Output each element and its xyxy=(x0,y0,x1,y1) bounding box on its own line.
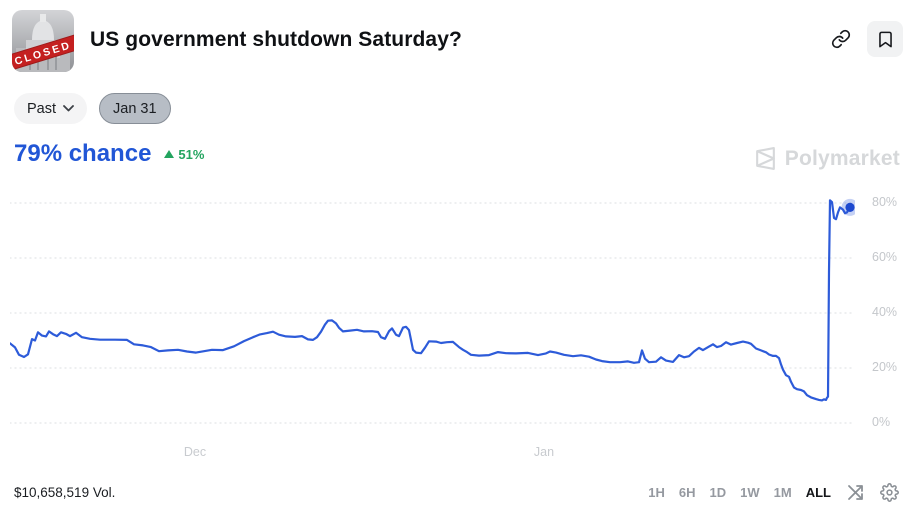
expand-arrows-icon xyxy=(847,484,863,500)
range-button-1h[interactable]: 1H xyxy=(648,484,665,500)
past-dropdown[interactable]: Past xyxy=(14,93,88,124)
bookmark-button[interactable] xyxy=(867,21,903,57)
price-delta: 51% xyxy=(164,147,204,162)
y-axis-tick-label: 0% xyxy=(872,415,891,429)
price-line xyxy=(8,199,852,402)
volume-label: $10,658,519 Vol. xyxy=(14,485,116,500)
date-chip-jan-31[interactable]: Jan 31 xyxy=(99,93,171,124)
date-chip-label: Jan 31 xyxy=(113,100,157,117)
chart-settings-button[interactable] xyxy=(878,481,900,503)
past-dropdown-label: Past xyxy=(27,100,57,117)
chart-controls: 1H 6H 1D 1W 1M ALL xyxy=(647,481,900,503)
gear-icon xyxy=(879,482,899,502)
market-thumbnail-capitol-closed: CLOSED xyxy=(12,10,74,72)
x-axis-labels: Dec Jan xyxy=(10,445,855,461)
delta-value: 51% xyxy=(178,146,205,162)
price-row: 79% chance 51% xyxy=(14,140,204,168)
y-axis-tick-label: 40% xyxy=(872,305,898,319)
link-icon xyxy=(831,29,851,49)
polymarket-logo-icon xyxy=(755,147,775,170)
range-button-1d[interactable]: 1D xyxy=(709,484,727,500)
expand-chart-button[interactable] xyxy=(844,481,866,503)
range-button-1w[interactable]: 1W xyxy=(740,484,760,500)
polymarket-watermark-label: Polymarket xyxy=(784,146,900,170)
copy-link-button[interactable] xyxy=(823,21,859,57)
polymarket-watermark: Polymarket xyxy=(753,146,900,171)
filter-chips: Past Jan 31 xyxy=(14,93,171,124)
range-button-all[interactable]: ALL xyxy=(805,484,831,500)
x-axis-tick-label: Jan xyxy=(533,445,555,459)
y-axis-labels: 80% 60% 40% 20% 0% xyxy=(872,190,910,435)
price-chart[interactable] xyxy=(8,190,859,435)
range-button-1m[interactable]: 1M xyxy=(773,484,792,500)
page-title: US government shutdown Saturday? xyxy=(90,28,462,51)
endpoint-dot xyxy=(845,202,855,212)
chevron-down-icon xyxy=(63,105,74,112)
time-range-selector: 1H 6H 1D 1W 1M ALL xyxy=(647,483,832,502)
y-axis-tick-label: 60% xyxy=(872,250,898,264)
price-chart-svg[interactable] xyxy=(8,190,859,435)
range-button-6h[interactable]: 6H xyxy=(678,484,696,500)
y-axis-tick-label: 20% xyxy=(872,360,898,374)
header-actions xyxy=(823,21,903,57)
chance-headline: 79% chance xyxy=(14,140,152,167)
triangle-up-icon xyxy=(164,150,175,158)
x-axis-tick-label: Dec xyxy=(183,445,207,459)
y-axis-tick-label: 80% xyxy=(872,195,898,209)
bookmark-icon xyxy=(878,31,892,47)
